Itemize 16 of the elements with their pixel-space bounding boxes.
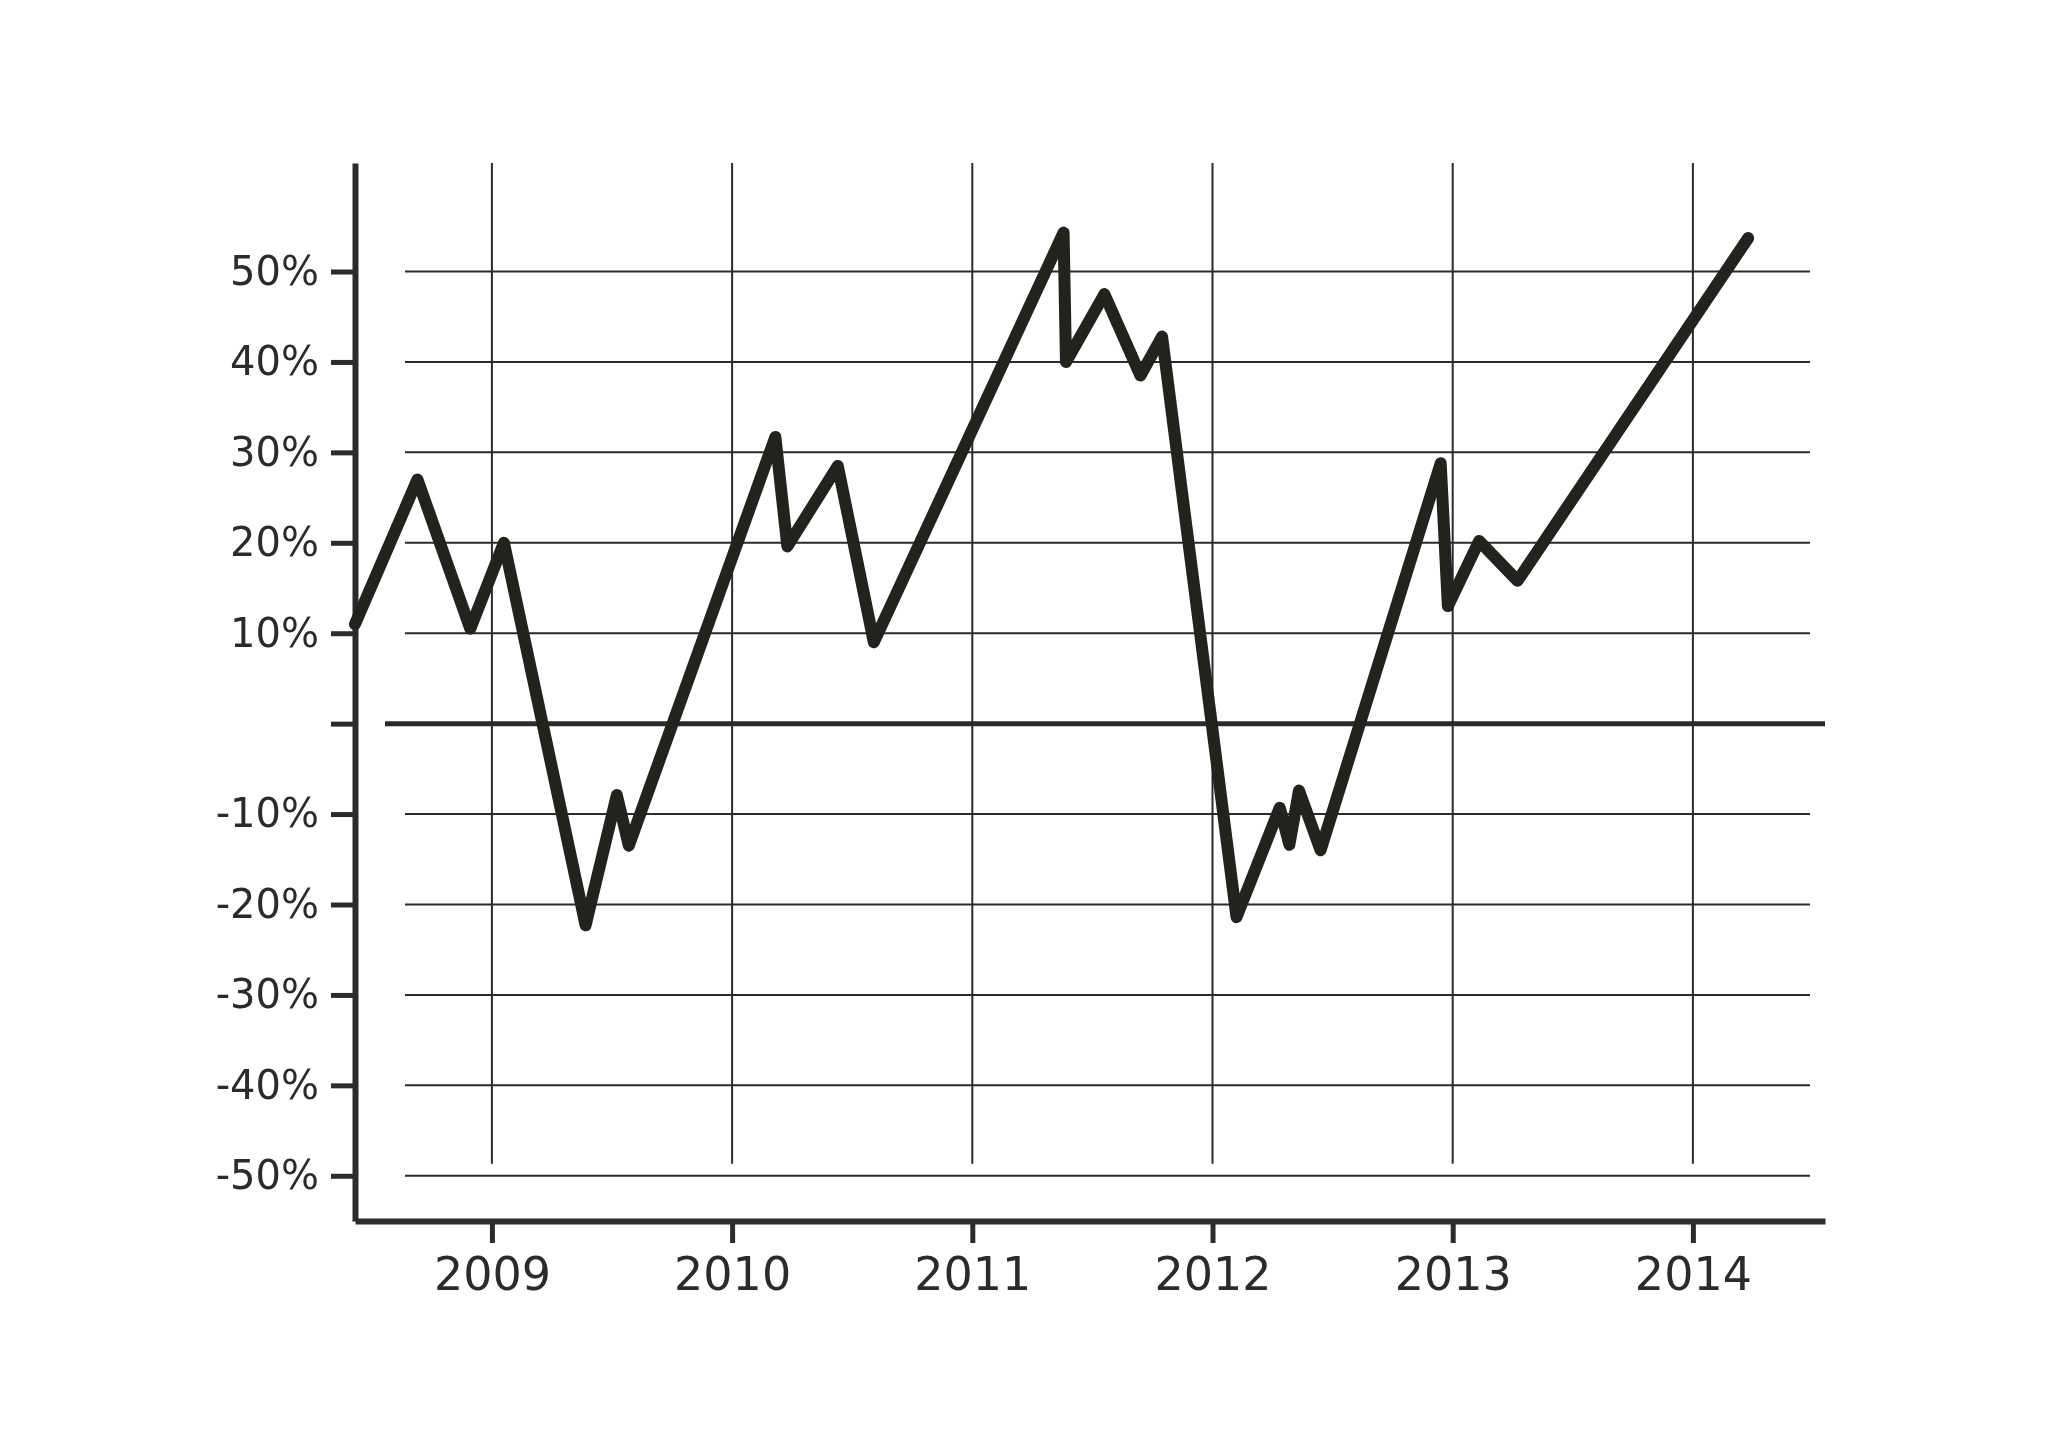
y-tick-label: 10% xyxy=(230,609,319,656)
x-tick-label: 2012 xyxy=(1154,1246,1272,1301)
x-tick-label: 2010 xyxy=(674,1246,792,1301)
y-tick-label: 40% xyxy=(230,338,319,385)
y-tick-label: -30% xyxy=(215,971,319,1018)
y-tick-label: -40% xyxy=(215,1061,319,1108)
x-tick-label: 2014 xyxy=(1634,1246,1752,1301)
y-tick-label: 50% xyxy=(230,247,319,294)
x-tick-label: 2009 xyxy=(433,1246,551,1301)
y-tick-label: -50% xyxy=(215,1152,319,1199)
x-tick-label: 2011 xyxy=(914,1246,1032,1301)
y-tick-label: 20% xyxy=(230,519,319,566)
y-tick-label: 30% xyxy=(230,428,319,475)
y-tick-label: -10% xyxy=(215,790,319,837)
x-tick-label: 2013 xyxy=(1394,1246,1512,1301)
y-tick-label: -20% xyxy=(215,880,319,927)
